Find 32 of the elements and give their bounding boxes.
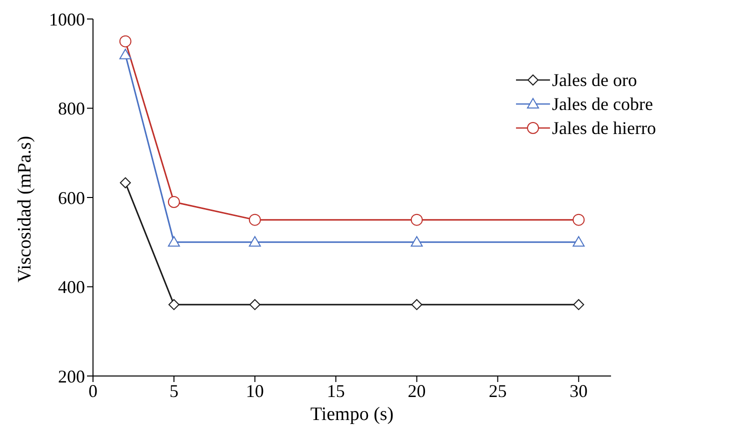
point [119,35,132,48]
x-tick-label: 0 [88,380,98,401]
point [572,214,585,226]
y-axis-title: Viscosidad (mPa.s) [14,136,36,282]
y-tick-label: 1000 [49,9,85,30]
y-tick-label: 800 [58,98,85,119]
point [119,48,132,60]
point [168,196,180,208]
point [411,299,422,310]
point [168,236,180,247]
x-axis-title: Tiempo (s) [310,404,394,425]
legend-label: Jales de hierro [552,118,656,138]
point [410,214,423,226]
y-tick-label: 600 [58,188,85,208]
x-tick-label: 15 [326,380,345,401]
x-tick-label: 10 [246,380,264,401]
point [573,299,584,310]
x-tick-label: 30 [570,380,588,401]
x-tick-label: 25 [488,380,507,401]
point [120,177,131,188]
point [572,236,585,247]
point [249,299,260,310]
point [248,214,261,226]
legend-label: Jales de oro [552,70,638,90]
x-tick-label: 5 [169,380,178,401]
point [410,236,423,247]
y-tick-label: 200 [58,366,85,386]
point [168,299,180,310]
y-tick-label: 400 [58,277,85,298]
point [248,236,261,247]
legend-label: Jales de cobre [552,94,653,114]
x-tick-label: 20 [408,380,426,401]
